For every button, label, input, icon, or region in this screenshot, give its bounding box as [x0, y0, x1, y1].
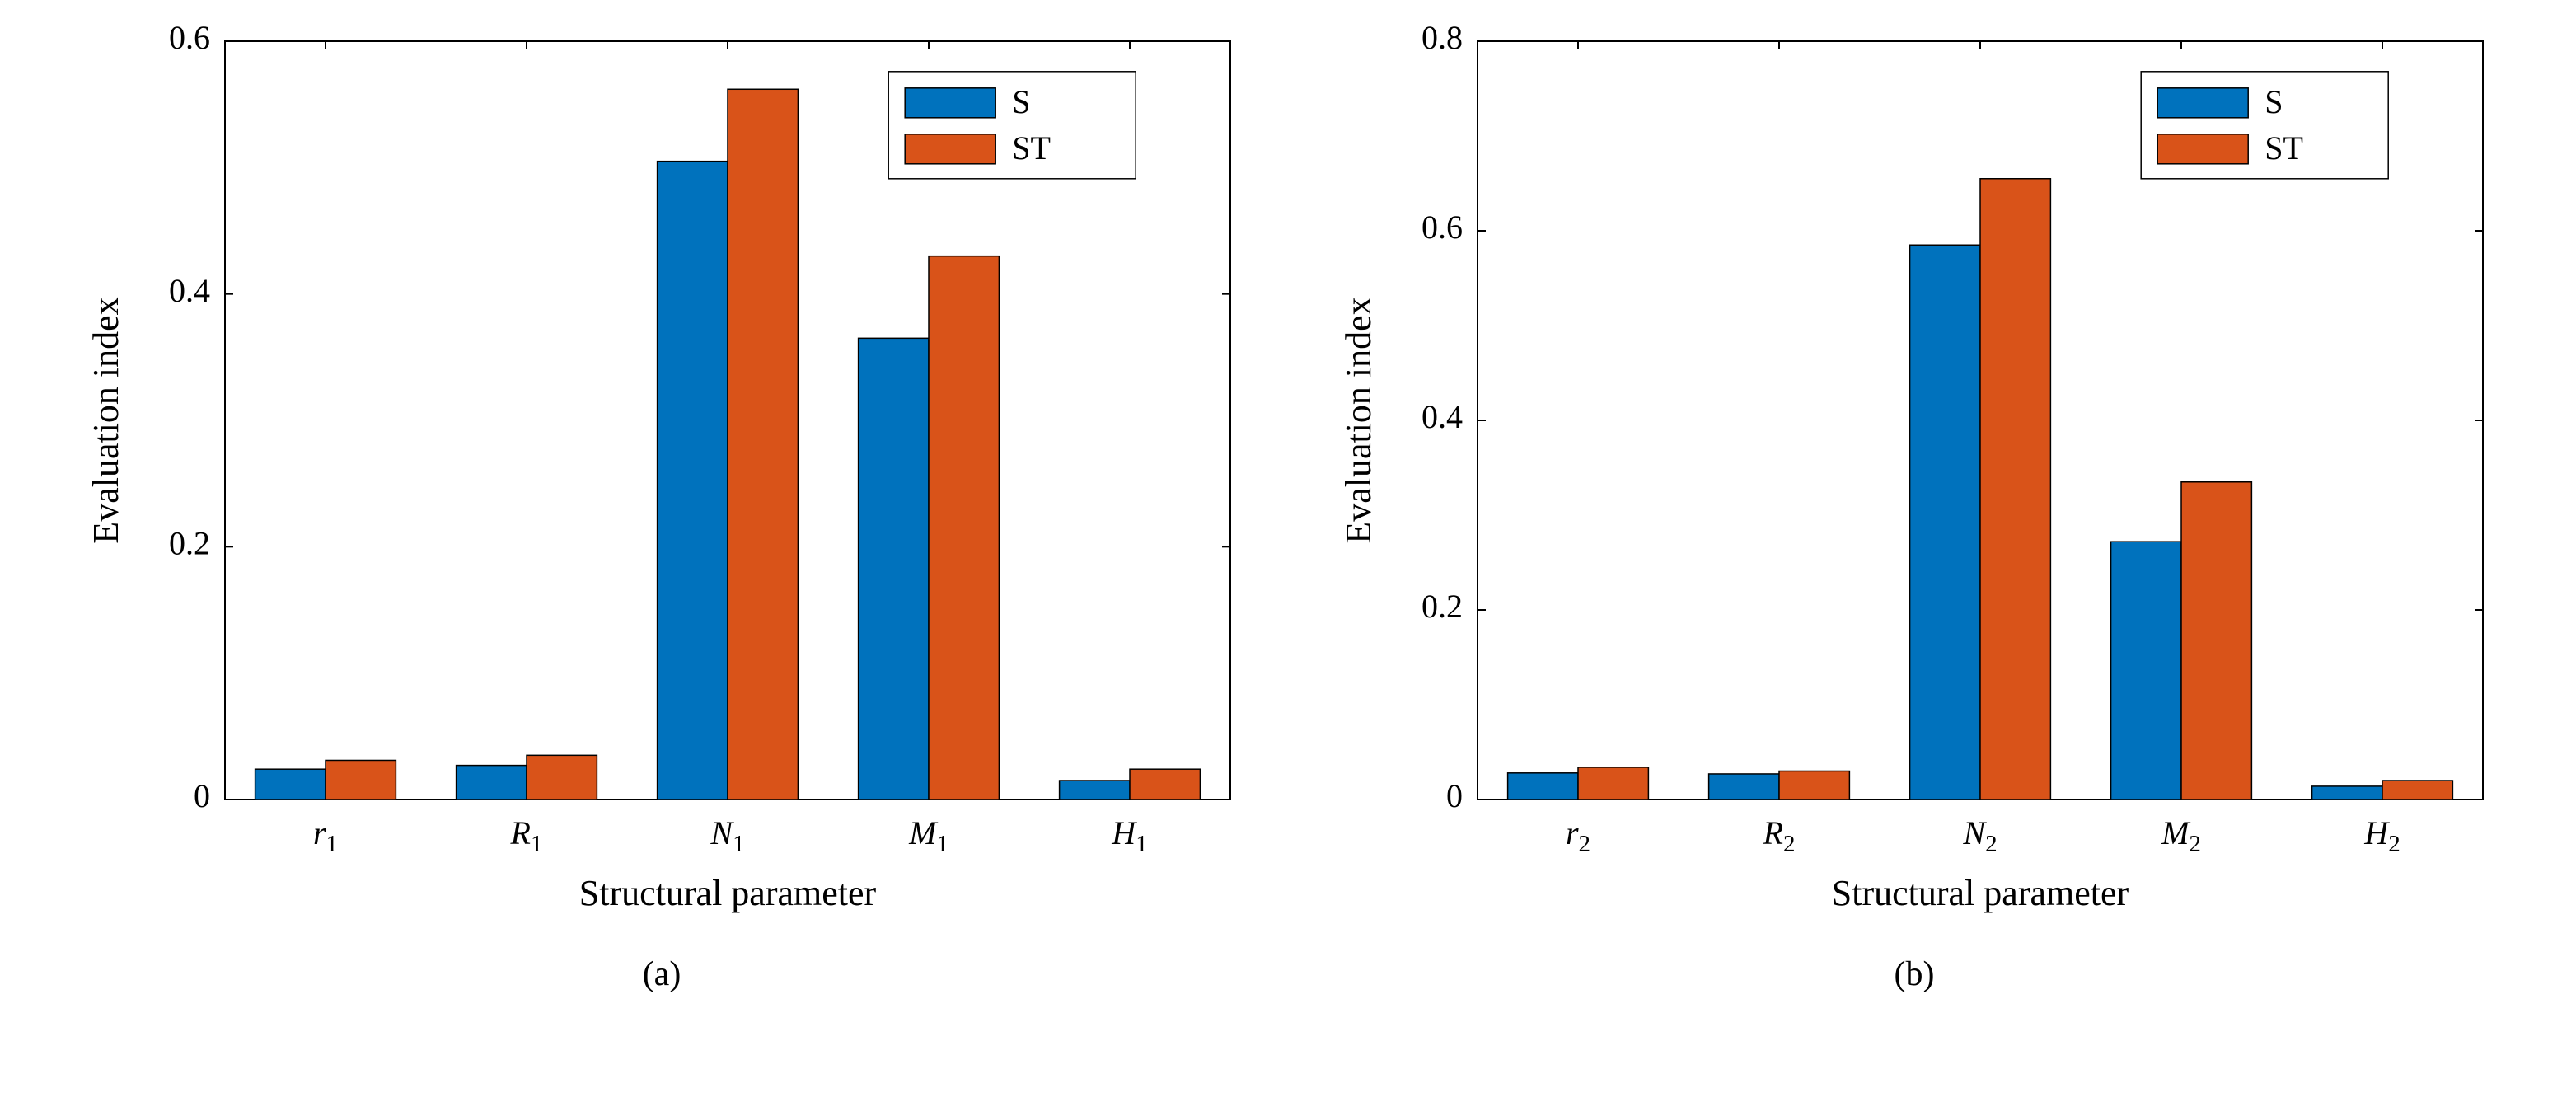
x-tick-label: N1	[710, 814, 744, 857]
y-tick-label: 0.8	[1421, 19, 1463, 56]
y-tick-label: 0.2	[169, 525, 210, 562]
x-axis-label: Structural parameter	[579, 873, 877, 913]
bar-S	[457, 766, 527, 800]
bar-ST	[326, 760, 396, 800]
bar-ST	[929, 256, 999, 800]
legend-label: ST	[1012, 129, 1051, 166]
bar-S	[255, 769, 326, 800]
legend-label: S	[1012, 83, 1030, 120]
bar-S	[1910, 245, 1980, 800]
legend: S ST	[2141, 72, 2388, 179]
bar-S	[2111, 542, 2181, 800]
bar-ST	[728, 89, 798, 800]
x-tick-label: r1	[313, 814, 338, 857]
figure-row: 0 0.2 0.4 0.6 r1 R1 N1 M1 H1 Evaluation index Stru…	[16, 16, 2560, 994]
x-tick-label: M2	[2161, 814, 2201, 857]
y-tick-label: 0.4	[169, 272, 210, 309]
bar-ST	[1980, 179, 2050, 800]
legend-label: S	[2265, 83, 2283, 120]
y-tick-label: 0	[1446, 777, 1463, 814]
chart-b: 0 0.2 0.4 0.6 0.8 r2 R2 N2 M2 H2 Evaluation index S…	[1313, 16, 2516, 940]
bar-S	[2312, 786, 2382, 800]
bar-S	[1508, 773, 1578, 800]
chart-a: 0 0.2 0.4 0.6 r1 R1 N1 M1 H1 Evaluation index Stru…	[60, 16, 1263, 940]
panel-a: 0 0.2 0.4 0.6 r1 R1 N1 M1 H1 Evaluation index Stru…	[60, 16, 1263, 994]
bar-S	[859, 338, 929, 800]
y-tick-label: 0.6	[1421, 209, 1463, 246]
caption-b: (b)	[1895, 954, 1935, 994]
bar-S	[1709, 774, 1779, 800]
bar-ST	[2382, 781, 2452, 800]
caption-a: (a)	[643, 954, 681, 994]
y-axis-label: Evaluation index	[86, 297, 126, 543]
y-tick-label: 0	[194, 777, 210, 814]
bar-ST	[1578, 767, 1648, 800]
x-tick-label: H1	[1111, 814, 1147, 857]
x-tick-label: R2	[1763, 814, 1796, 857]
bar-S	[1060, 781, 1130, 800]
bar-ST	[527, 755, 597, 800]
y-tick-label: 0.6	[169, 19, 210, 56]
panel-b: 0 0.2 0.4 0.6 0.8 r2 R2 N2 M2 H2 Evaluation index S…	[1313, 16, 2516, 994]
x-tick-label: M1	[908, 814, 948, 857]
legend-label: ST	[2265, 129, 2303, 166]
y-tick-label: 0.2	[1421, 588, 1463, 625]
bar-S	[658, 162, 728, 800]
legend: S ST	[888, 72, 1136, 179]
y-tick-label: 0.4	[1421, 398, 1463, 435]
x-tick-label: R1	[510, 814, 543, 857]
x-tick-label: H2	[2363, 814, 2400, 857]
x-tick-label: N2	[1962, 814, 1997, 857]
bar-ST	[1130, 769, 1200, 800]
y-axis-label: Evaluation index	[1338, 297, 1379, 543]
x-axis-label: Structural parameter	[1832, 873, 2129, 913]
bar-ST	[2181, 482, 2251, 800]
x-tick-label: r2	[1566, 814, 1590, 857]
bar-ST	[1779, 771, 1849, 800]
